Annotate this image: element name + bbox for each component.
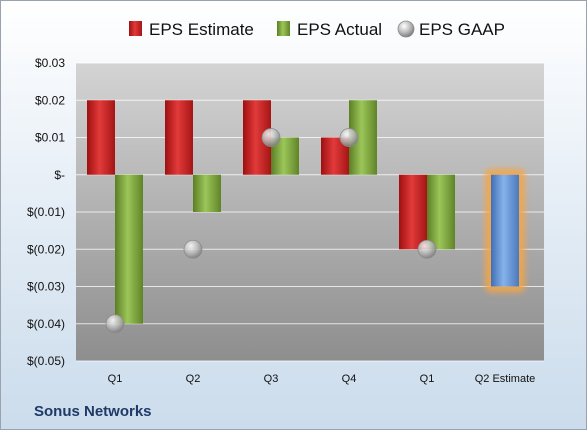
legend-label: EPS Estimate: [149, 20, 254, 39]
legend-swatch-actual: [277, 21, 290, 36]
x-tick-label: Q3: [264, 373, 279, 385]
eps-actual-bar: [193, 174, 221, 212]
eps-gaap-point: [261, 128, 281, 147]
x-tick-label: Q1: [420, 373, 435, 385]
y-tick-label: $0.02: [35, 93, 65, 107]
eps-actual-bar: [427, 174, 455, 250]
y-tick-label: $(0.02): [27, 242, 65, 256]
company-name: Sonus Networks: [34, 403, 152, 420]
legend-label: EPS Actual: [297, 20, 382, 39]
y-tick-label: $(0.05): [27, 354, 65, 368]
eps-actual-bar: [115, 174, 143, 324]
legend-label: EPS GAAP: [419, 20, 505, 39]
y-tick-label: $0.03: [35, 56, 65, 70]
x-tick-label: Q2 Estimate: [475, 373, 536, 385]
legend: EPS Estimate EPS Actual EPS GAAP: [129, 20, 505, 39]
x-tick-label: Q2: [186, 373, 201, 385]
eps-gaap-point: [105, 314, 125, 334]
y-tick-label: $(0.01): [27, 205, 65, 219]
eps-gaap-point: [183, 239, 203, 259]
eps-estimate-highlight-bar: [491, 174, 519, 287]
eps-gaap-point: [339, 128, 359, 147]
eps-estimate-bar: [87, 100, 115, 175]
x-tick-label: Q4: [342, 373, 357, 385]
legend-swatch-estimate: [129, 21, 142, 36]
eps-gaap-point: [417, 239, 437, 259]
eps-estimate-bar: [399, 174, 427, 250]
x-tick-label: Q1: [108, 373, 123, 385]
y-tick-label: $(0.04): [27, 317, 65, 331]
y-tick-label: $(0.03): [27, 280, 65, 294]
y-tick-label: $0.01: [35, 131, 65, 145]
y-tick-label: $-: [54, 168, 65, 182]
legend-swatch-gaap: [397, 20, 415, 38]
eps-estimate-bar: [165, 100, 193, 175]
